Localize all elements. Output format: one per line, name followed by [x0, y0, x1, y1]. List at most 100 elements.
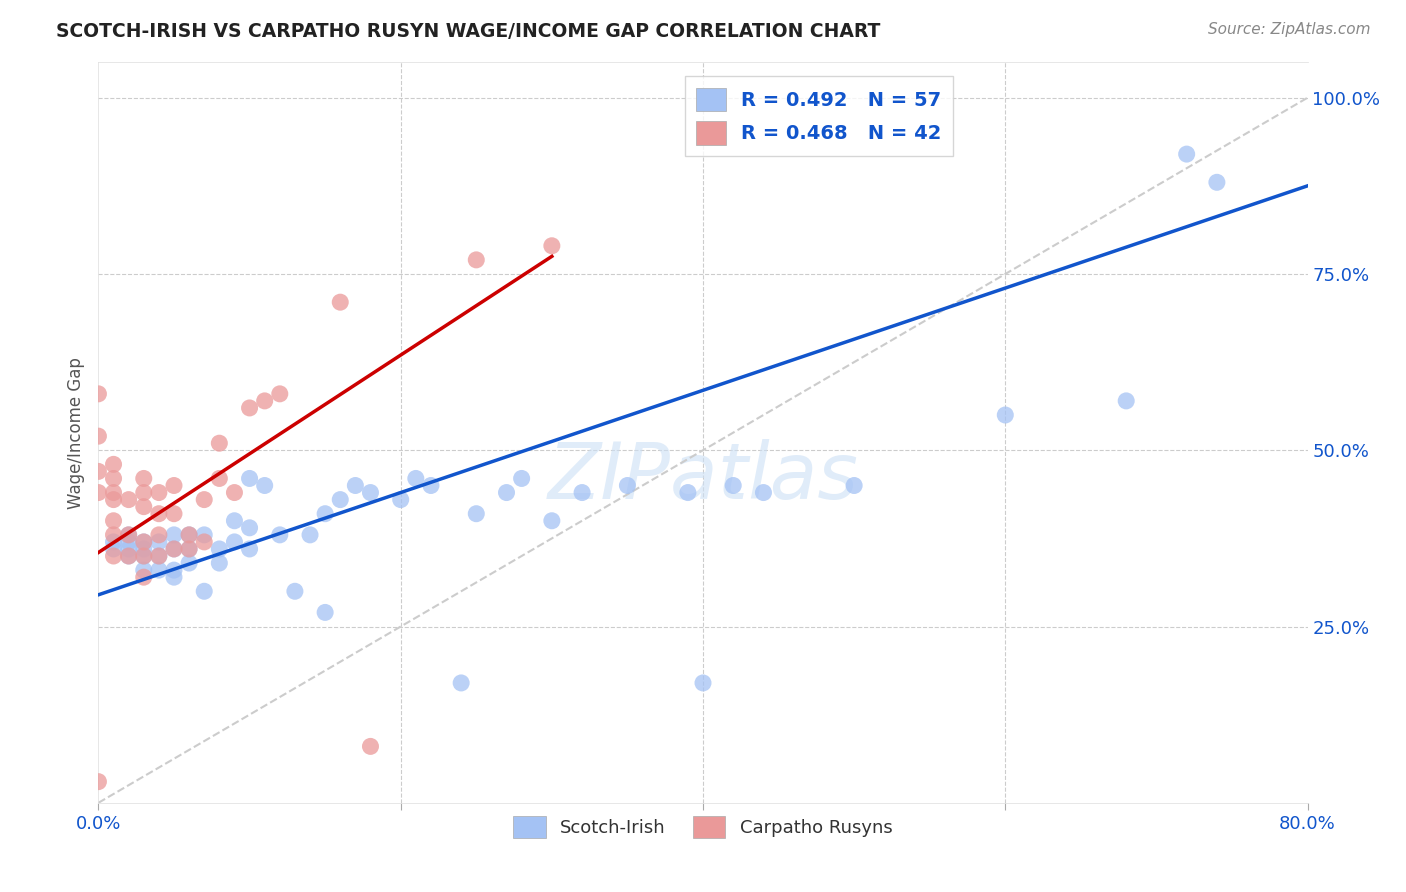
Point: [87, 464, 110, 478]
Point: [571, 485, 593, 500]
Point: [163, 541, 186, 556]
Point: [103, 514, 125, 528]
Point: [239, 541, 262, 556]
Point: [103, 471, 125, 485]
Point: [179, 528, 201, 542]
Point: [1115, 393, 1137, 408]
Point: [163, 507, 186, 521]
Point: [540, 239, 562, 253]
Point: [132, 549, 155, 563]
Point: [239, 471, 262, 485]
Point: [132, 549, 155, 563]
Point: [299, 528, 322, 542]
Point: [148, 528, 170, 542]
Point: [239, 401, 262, 415]
Point: [344, 478, 367, 492]
Point: [193, 584, 215, 599]
Point: [994, 408, 1017, 422]
Point: [132, 535, 155, 549]
Point: [405, 471, 427, 485]
Point: [208, 471, 231, 485]
Point: [844, 478, 866, 492]
Point: [179, 541, 201, 556]
Point: [224, 535, 246, 549]
Point: [179, 528, 201, 542]
Point: [360, 739, 382, 754]
Point: [329, 295, 352, 310]
Point: [148, 549, 170, 563]
Point: [179, 541, 201, 556]
Point: [132, 541, 155, 556]
Point: [389, 492, 412, 507]
Point: [253, 393, 276, 408]
Point: [540, 514, 562, 528]
Point: [163, 478, 186, 492]
Point: [118, 549, 141, 563]
Point: [193, 492, 215, 507]
Point: [465, 507, 488, 521]
Point: [87, 429, 110, 443]
Point: [163, 541, 186, 556]
Point: [676, 485, 699, 500]
Point: [103, 528, 125, 542]
Point: [616, 478, 638, 492]
Point: [148, 485, 170, 500]
Point: [692, 676, 714, 690]
Text: Source: ZipAtlas.com: Source: ZipAtlas.com: [1208, 22, 1371, 37]
Legend: Scotch-Irish, Carpatho Rusyns: Scotch-Irish, Carpatho Rusyns: [506, 809, 900, 846]
Point: [148, 507, 170, 521]
Point: [224, 514, 246, 528]
Point: [118, 528, 141, 542]
Point: [179, 556, 201, 570]
Point: [269, 528, 291, 542]
Point: [118, 541, 141, 556]
Point: [450, 676, 472, 690]
Point: [118, 535, 141, 549]
Point: [269, 387, 291, 401]
Point: [103, 541, 125, 556]
Point: [132, 570, 155, 584]
Point: [1206, 175, 1229, 189]
Point: [148, 563, 170, 577]
Point: [132, 485, 155, 500]
Point: [87, 485, 110, 500]
Point: [163, 528, 186, 542]
Point: [193, 528, 215, 542]
Point: [1175, 147, 1198, 161]
Point: [118, 528, 141, 542]
Point: [495, 485, 517, 500]
Point: [87, 387, 110, 401]
Point: [103, 485, 125, 500]
Point: [314, 507, 336, 521]
Point: [208, 436, 231, 450]
Point: [208, 556, 231, 570]
Point: [148, 549, 170, 563]
Point: [87, 774, 110, 789]
Point: [103, 535, 125, 549]
Point: [420, 478, 443, 492]
Point: [284, 584, 307, 599]
Point: [465, 252, 488, 267]
Point: [360, 485, 382, 500]
Point: [239, 521, 262, 535]
Point: [118, 492, 141, 507]
Text: SCOTCH-IRISH VS CARPATHO RUSYN WAGE/INCOME GAP CORRELATION CHART: SCOTCH-IRISH VS CARPATHO RUSYN WAGE/INCO…: [56, 22, 880, 41]
Point: [103, 492, 125, 507]
Text: ZIPatlas: ZIPatlas: [547, 439, 859, 515]
Point: [752, 485, 775, 500]
Point: [132, 563, 155, 577]
Point: [148, 535, 170, 549]
Point: [329, 492, 352, 507]
Point: [132, 471, 155, 485]
Point: [103, 458, 125, 472]
Point: [224, 485, 246, 500]
Y-axis label: Wage/Income Gap: Wage/Income Gap: [66, 357, 84, 508]
Point: [314, 606, 336, 620]
Point: [723, 478, 745, 492]
Point: [510, 471, 533, 485]
Point: [118, 549, 141, 563]
Point: [163, 563, 186, 577]
Point: [163, 570, 186, 584]
Point: [103, 549, 125, 563]
Point: [132, 535, 155, 549]
